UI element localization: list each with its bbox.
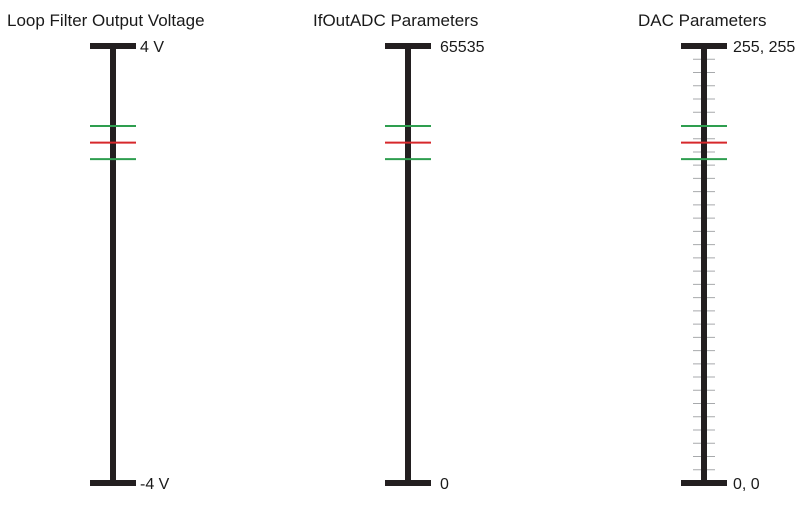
- scale-dac: DAC Parameters 255, 255 0, 0: [638, 11, 795, 493]
- scale-title: DAC Parameters: [638, 11, 766, 30]
- range-markers: [90, 124, 136, 161]
- scale-title: IfOutADC Parameters: [313, 11, 478, 30]
- top-label: 65535: [440, 39, 485, 56]
- bottom-label: 0, 0: [733, 476, 760, 493]
- bottom-label: -4 V: [140, 476, 170, 493]
- range-markers: [681, 124, 727, 161]
- scale-loop-filter: Loop Filter Output Voltage 4 V -4 V: [7, 11, 205, 493]
- bottom-label: 0: [440, 476, 449, 493]
- range-markers: [385, 124, 431, 161]
- scale-title: Loop Filter Output Voltage: [7, 11, 205, 30]
- top-label: 255, 255: [733, 39, 795, 56]
- scale-ifout-adc: IfOutADC Parameters 65535 0: [313, 11, 485, 493]
- top-label: 4 V: [140, 39, 164, 56]
